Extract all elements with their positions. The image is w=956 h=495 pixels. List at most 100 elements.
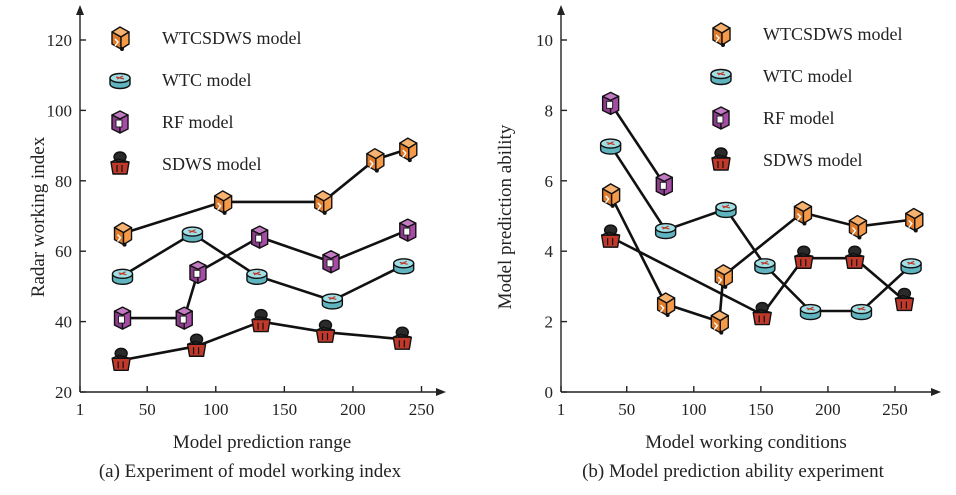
- data-point-rf-model: [175, 306, 193, 330]
- data-point-rf-model: [189, 260, 207, 285]
- x-tick-label: 150: [748, 400, 774, 419]
- data-point-wtcsdws-model: [601, 183, 621, 208]
- x-tick-label: 250: [409, 400, 435, 419]
- data-point-wtc-model: [246, 268, 268, 286]
- data-point-sdws-model: [894, 287, 915, 312]
- y-tick-label: 120: [47, 31, 73, 50]
- legend-label-wtc-model: WTC model: [162, 70, 251, 90]
- chart-b-lines: [609, 102, 914, 324]
- data-point-wtcsdws-model: [848, 214, 868, 240]
- y-axis-arrow: [76, 5, 84, 15]
- y-tick-label: 6: [545, 172, 554, 191]
- x-tick-label: 50: [139, 400, 156, 419]
- x-tick-label: 150: [272, 400, 298, 419]
- x-tick-label: 200: [815, 400, 841, 419]
- legend-marker-sdws-model: [110, 151, 130, 175]
- legend-marker-wtcsdws-model: [712, 22, 731, 47]
- y-tick-label: 8: [545, 101, 554, 120]
- y-tick-label: 2: [545, 313, 554, 332]
- y-tick-label: 4: [545, 242, 554, 261]
- data-point-rf-model: [655, 172, 673, 197]
- legend-label-rf-model: RF model: [162, 112, 234, 132]
- y-tick-label: 80: [55, 172, 72, 191]
- series-line-rf-model: [609, 102, 666, 186]
- y-tick-label: 20: [55, 383, 72, 402]
- y-tick-label: 60: [55, 242, 72, 261]
- chart-b-legend: WTCSDWS model WTC model RF model SDWS model: [710, 22, 903, 171]
- chart-a-caption: (a) Experiment of model working index: [99, 461, 402, 482]
- data-point-sdws-model: [315, 319, 336, 343]
- x-tick-label: 1: [557, 400, 566, 419]
- y-tick-label: 100: [47, 101, 73, 120]
- legend-label-wtc-model: WTC model: [763, 66, 852, 86]
- data-point-wtcsdws-model: [314, 190, 333, 215]
- chart-a: Radar working index Model prediction ran…: [28, 5, 446, 482]
- data-point-rf-model: [322, 250, 340, 274]
- data-point-wtc-model: [181, 226, 204, 243]
- data-point-wtc-model: [799, 303, 822, 321]
- x-tick-label: 200: [340, 400, 366, 419]
- data-point-sdws-model: [600, 224, 621, 248]
- y-tick-label: 0: [545, 383, 554, 402]
- legend-marker-wtcsdws-model: [111, 26, 130, 51]
- data-point-wtcsdws-model: [113, 221, 133, 247]
- x-tick-label: 50: [618, 400, 635, 419]
- x-tick-label: 1: [76, 400, 85, 419]
- data-point-wtc-model: [321, 293, 344, 310]
- x-axis-arrow: [436, 388, 446, 396]
- y-tick-label: 40: [55, 313, 72, 332]
- chart-a-legend: WTCSDWS model WTC model RF model SDWS model: [109, 26, 302, 175]
- data-point-wtcsdws-model: [656, 292, 676, 317]
- x-tick-label: 250: [882, 400, 908, 419]
- data-point-wtc-model: [850, 303, 873, 321]
- legend-label-wtcsdws-model: WTCSDWS model: [162, 28, 302, 48]
- y-axis-arrow: [557, 5, 565, 15]
- chart-b: Model prediction ability Model working c…: [495, 5, 941, 482]
- data-point-sdws-model: [392, 326, 412, 350]
- data-point-wtc-model: [654, 222, 677, 240]
- chart-b-markers: [599, 91, 924, 335]
- data-point-wtcsdws-model: [366, 147, 385, 173]
- data-point-wtcsdws-model: [710, 309, 729, 335]
- data-point-sdws-model: [186, 333, 207, 357]
- chart-b-x-axis-label: Model working conditions: [645, 432, 847, 453]
- data-point-rf-model: [601, 91, 620, 116]
- legend-marker-rf-model: [712, 106, 730, 130]
- x-tick-label: 100: [681, 400, 707, 419]
- chart-b-y-axis-label: Model prediction ability: [495, 124, 516, 309]
- data-point-wtcsdws-model: [213, 190, 233, 215]
- data-point-wtc-model: [754, 258, 776, 275]
- legend-marker-sdws-model: [711, 147, 731, 171]
- legend-label-wtcsdws-model: WTCSDWS model: [763, 24, 903, 44]
- data-point-wtcsdws-model: [793, 200, 813, 226]
- legend-marker-wtc-model: [710, 68, 732, 86]
- data-point-rf-model: [113, 306, 132, 330]
- data-point-rf-model: [250, 225, 269, 249]
- data-point-wtcsdws-model: [399, 137, 418, 163]
- legend-marker-rf-model: [111, 110, 129, 134]
- data-point-wtc-model: [599, 138, 622, 155]
- chart-a-y-axis-label: Radar working index: [28, 136, 49, 297]
- legend-label-sdws-model: SDWS model: [162, 154, 262, 174]
- data-point-wtc-model: [715, 201, 737, 219]
- chart-a-x-axis-label: Model prediction range: [173, 432, 351, 453]
- data-point-sdws-model: [251, 308, 271, 333]
- x-tick-label: 100: [203, 400, 229, 419]
- data-point-wtc-model: [392, 258, 415, 275]
- x-axis-arrow: [931, 388, 941, 396]
- legend-label-rf-model: RF model: [763, 108, 835, 128]
- series-line-rf-model: [122, 228, 409, 320]
- data-point-sdws-model: [111, 347, 131, 372]
- legend-marker-wtc-model: [109, 72, 131, 90]
- chart-a-markers: [111, 137, 418, 372]
- data-point-wtcsdws-model: [905, 207, 924, 233]
- legend-label-sdws-model: SDWS model: [763, 150, 863, 170]
- data-point-sdws-model: [794, 245, 814, 269]
- data-point-wtc-model: [111, 268, 134, 286]
- y-tick-label: 10: [536, 31, 553, 50]
- data-point-sdws-model: [752, 301, 772, 326]
- chart-b-caption: (b) Model prediction ability experiment: [582, 461, 885, 482]
